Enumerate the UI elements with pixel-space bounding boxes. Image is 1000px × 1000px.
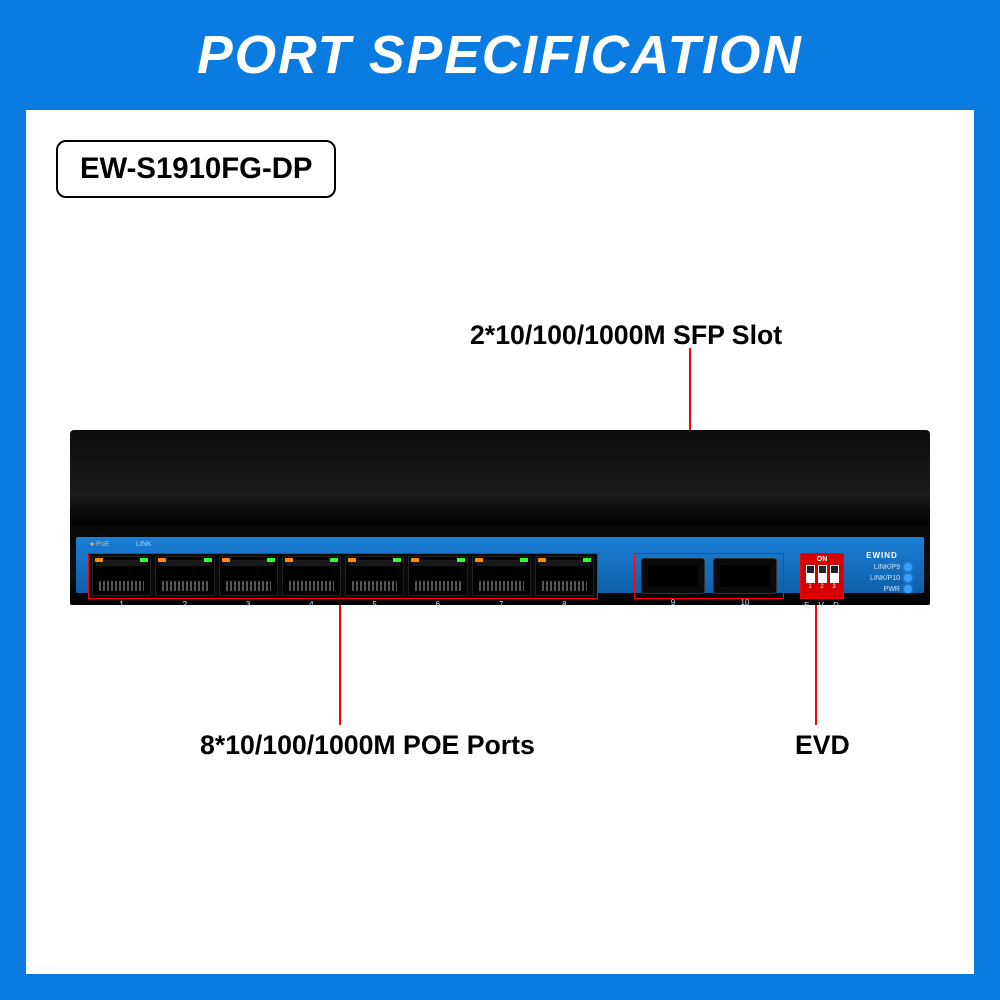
evd-letter: D xyxy=(833,601,840,610)
dip-switch-row xyxy=(803,565,841,583)
rj45-port: 6 xyxy=(408,556,467,596)
status-led-list: LINK/P9 LINK/P10 PWR xyxy=(852,563,912,593)
rj45-port: 5 xyxy=(345,556,404,596)
evd-letter: V xyxy=(819,601,825,610)
brand-status-block: EWIND LINK/P9 LINK/P10 PWR xyxy=(852,551,912,601)
callout-evd-text: EVD xyxy=(795,730,850,761)
brand-label: EWIND xyxy=(852,551,912,560)
evd-letter: E xyxy=(804,601,810,610)
dip-switch-3 xyxy=(830,565,839,583)
device-faceplate-strip: ● PoE LINK 12345678 910 ON 123 EVD EWIND xyxy=(76,537,924,593)
model-badge: EW-S1910FG-DP xyxy=(56,140,336,198)
model-label: EW-S1910FG-DP xyxy=(80,152,312,185)
dip-on-label: ON xyxy=(803,556,841,563)
status-led: LINK/P9 xyxy=(852,563,912,571)
dip-number: 3 xyxy=(830,584,839,590)
poe-ports-group: 12345678 xyxy=(88,553,598,599)
evd-letters: EVD xyxy=(800,601,844,610)
rj45-port: 2 xyxy=(155,556,214,596)
header-bar: PORT SPECIFICATION xyxy=(0,0,1000,110)
dip-switch-block: ON 123 xyxy=(800,553,844,599)
sfp-slot: 9 xyxy=(641,558,705,594)
rj45-port: 3 xyxy=(219,556,278,596)
rj45-port: 7 xyxy=(472,556,531,596)
infographic-frame: PORT SPECIFICATION EW-S1910FG-DP 2*10/10… xyxy=(0,0,1000,1000)
rj45-port: 1 xyxy=(92,556,151,596)
device-front-panel: ● PoE LINK 12345678 910 ON 123 EVD EWIND xyxy=(70,525,930,605)
link-indicator-label: LINK xyxy=(136,541,152,548)
callout-sfp-text: 2*10/100/1000M SFP Slot xyxy=(470,320,782,351)
rj45-port: 8 xyxy=(535,556,594,596)
dip-switch-2 xyxy=(818,565,827,583)
dip-number: 2 xyxy=(818,584,827,590)
sfp-slot: 10 xyxy=(713,558,777,594)
dip-number: 1 xyxy=(806,584,815,590)
dip-switch-1 xyxy=(806,565,815,583)
dip-switch-numbers: 123 xyxy=(803,584,841,590)
header-title: PORT SPECIFICATION xyxy=(197,25,803,86)
status-led: PWR xyxy=(852,585,912,593)
poe-indicator-label: ● PoE xyxy=(90,541,109,548)
device-chassis-top xyxy=(70,430,930,525)
status-led: LINK/P10 xyxy=(852,574,912,582)
network-switch-device: ● PoE LINK 12345678 910 ON 123 EVD EWIND xyxy=(70,430,930,605)
sfp-slots-group: 910 xyxy=(634,553,784,599)
callout-poe-text: 8*10/100/1000M POE Ports xyxy=(200,730,535,761)
rj45-port: 4 xyxy=(282,556,341,596)
